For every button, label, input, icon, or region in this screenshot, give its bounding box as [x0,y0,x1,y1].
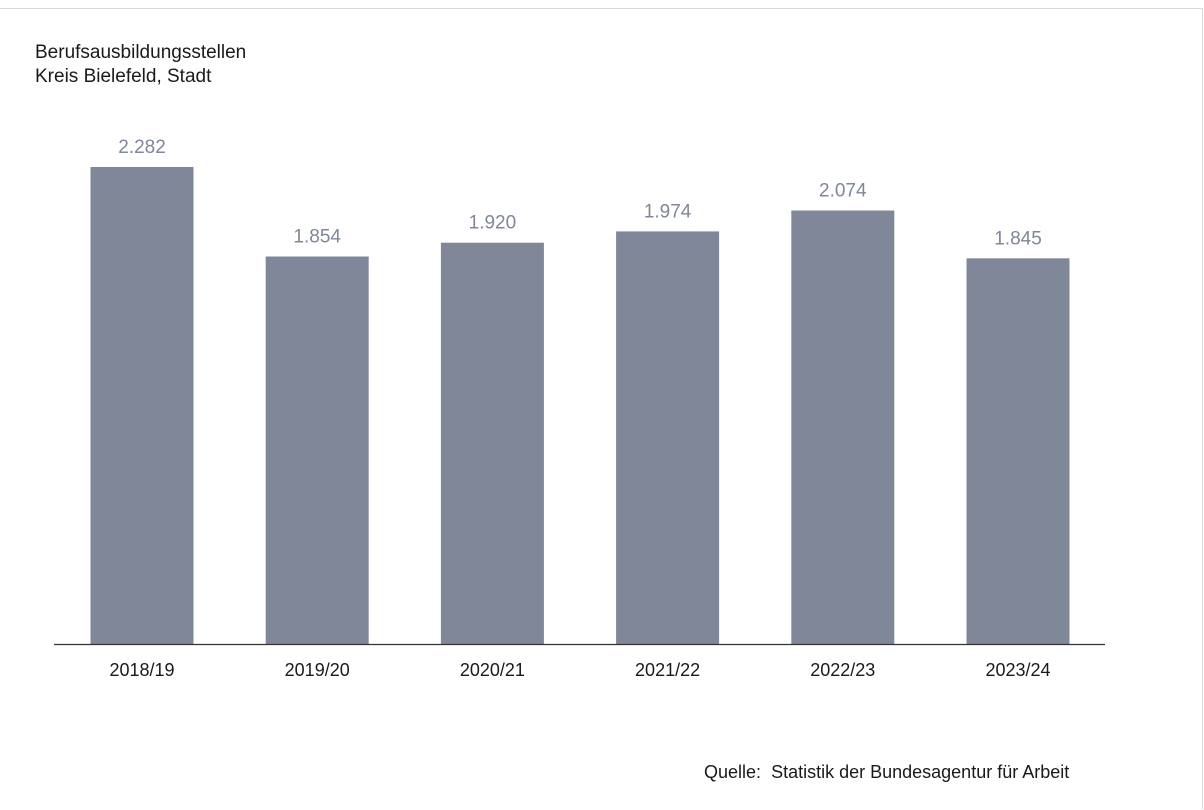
x-tick-label-2020/21: 2020/21 [460,660,525,680]
source-text: Statistik der Bundesagentur für Arbeit [771,762,1070,782]
value-label-2021/22: 1.974 [644,201,692,222]
bar-2022/23 [791,210,895,644]
source-note: Quelle: Statistik der Bundesagentur für … [704,762,1069,783]
value-label-2019/20: 1.854 [293,227,341,248]
x-tick-label-2019/20: 2019/20 [285,660,350,680]
bar-2019/20 [265,256,369,644]
value-label-2020/21: 1.920 [469,213,517,234]
bar-2023/24 [966,258,1070,644]
chart-frame [0,8,1203,809]
chart-title: Berufsausbildungsstellen [35,42,247,63]
value-label-2022/23: 2.074 [819,181,867,202]
x-tick-label-2022/23: 2022/23 [810,660,875,680]
x-tick-label-2018/19: 2018/19 [109,660,174,680]
value-label-2018/19: 2.282 [118,137,166,158]
bar-2020/21 [440,242,544,644]
value-label-2023/24: 1.845 [994,228,1042,249]
source-label: Quelle: [704,762,762,782]
bar-2018/19 [90,167,194,644]
chart-subtitle: Kreis Bielefeld, Stadt [35,66,212,87]
x-tick-label-2021/22: 2021/22 [635,660,700,680]
bar-2021/22 [616,231,720,644]
x-tick-label-2023/24: 2023/24 [985,660,1050,680]
